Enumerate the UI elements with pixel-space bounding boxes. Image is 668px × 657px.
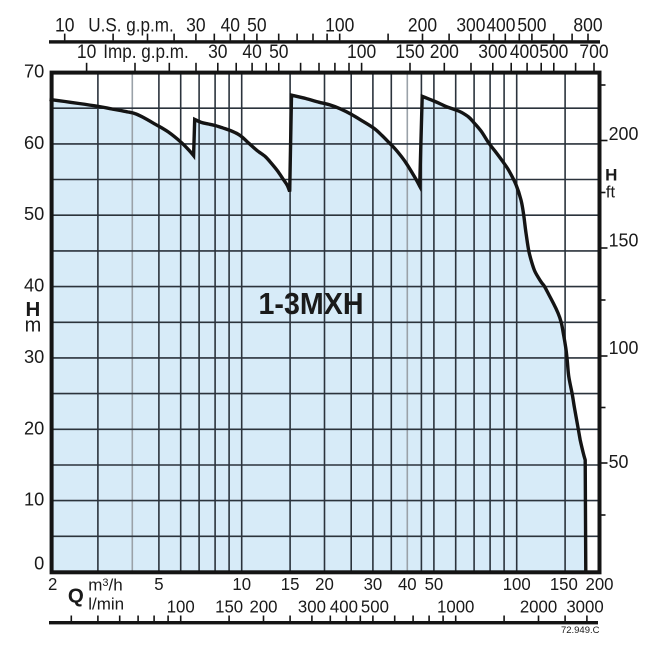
svg-text:70: 70 [24,60,44,81]
svg-text:40: 40 [398,575,417,594]
svg-text:400: 400 [486,14,515,36]
svg-text:50: 50 [269,40,288,62]
svg-text:2000: 2000 [520,597,557,616]
svg-text:15: 15 [281,575,300,594]
svg-text:150: 150 [395,40,424,62]
svg-text:30: 30 [24,346,44,367]
svg-text:400: 400 [330,597,358,616]
svg-text:500: 500 [517,14,546,36]
svg-text:200: 200 [586,575,614,594]
svg-text:50: 50 [247,14,266,36]
svg-text:60: 60 [24,132,44,153]
svg-text:1-3MXH: 1-3MXH [259,286,364,321]
svg-text:30: 30 [364,575,383,594]
svg-text:400: 400 [510,40,539,62]
svg-text:200: 200 [250,597,278,616]
svg-text:300: 300 [456,14,485,36]
svg-text:500: 500 [361,597,389,616]
svg-text:100: 100 [347,40,376,62]
svg-text:100: 100 [609,337,639,359]
svg-text:l/min: l/min [88,595,124,614]
svg-text:Q: Q [68,585,84,608]
svg-text:m3/h: m3/h [88,576,122,595]
svg-text:700: 700 [579,40,608,62]
svg-text:50: 50 [425,575,444,594]
svg-text:U.S. g.p.m.: U.S. g.p.m. [88,15,173,36]
svg-text:200: 200 [609,123,639,145]
svg-text:10: 10 [55,14,74,36]
svg-text:ft: ft [606,184,616,202]
svg-text:100: 100 [167,597,195,616]
svg-text:200: 200 [430,40,459,62]
svg-text:5: 5 [154,575,163,594]
svg-text:300: 300 [478,40,507,62]
svg-text:200: 200 [408,14,437,36]
svg-text:0: 0 [34,552,44,573]
svg-text:30: 30 [186,14,205,36]
svg-text:500: 500 [539,40,568,62]
svg-text:50: 50 [609,450,629,472]
svg-text:100: 100 [325,14,354,36]
svg-text:40: 40 [221,14,240,36]
svg-text:10: 10 [24,488,44,509]
svg-text:150: 150 [215,597,243,616]
svg-text:20: 20 [24,417,44,438]
svg-text:m: m [25,314,42,336]
svg-text:40: 40 [24,274,44,295]
svg-text:30: 30 [208,40,227,62]
svg-text:800: 800 [573,14,602,36]
svg-text:150: 150 [550,575,578,594]
svg-text:40: 40 [242,40,261,62]
svg-text:150: 150 [609,229,639,251]
svg-text:300: 300 [298,597,326,616]
svg-text:10: 10 [77,40,96,62]
svg-text:100: 100 [503,575,531,594]
svg-text:10: 10 [232,575,251,594]
svg-text:20: 20 [315,575,334,594]
svg-text:1000: 1000 [437,597,474,616]
svg-text:H: H [605,166,617,185]
svg-text:3000: 3000 [566,597,603,616]
svg-text:50: 50 [24,203,44,224]
svg-text:2: 2 [48,575,57,594]
svg-text:Imp. g.p.m.: Imp. g.p.m. [103,41,188,62]
svg-text:72.949.C: 72.949.C [561,625,600,636]
svg-text:H: H [25,298,40,321]
